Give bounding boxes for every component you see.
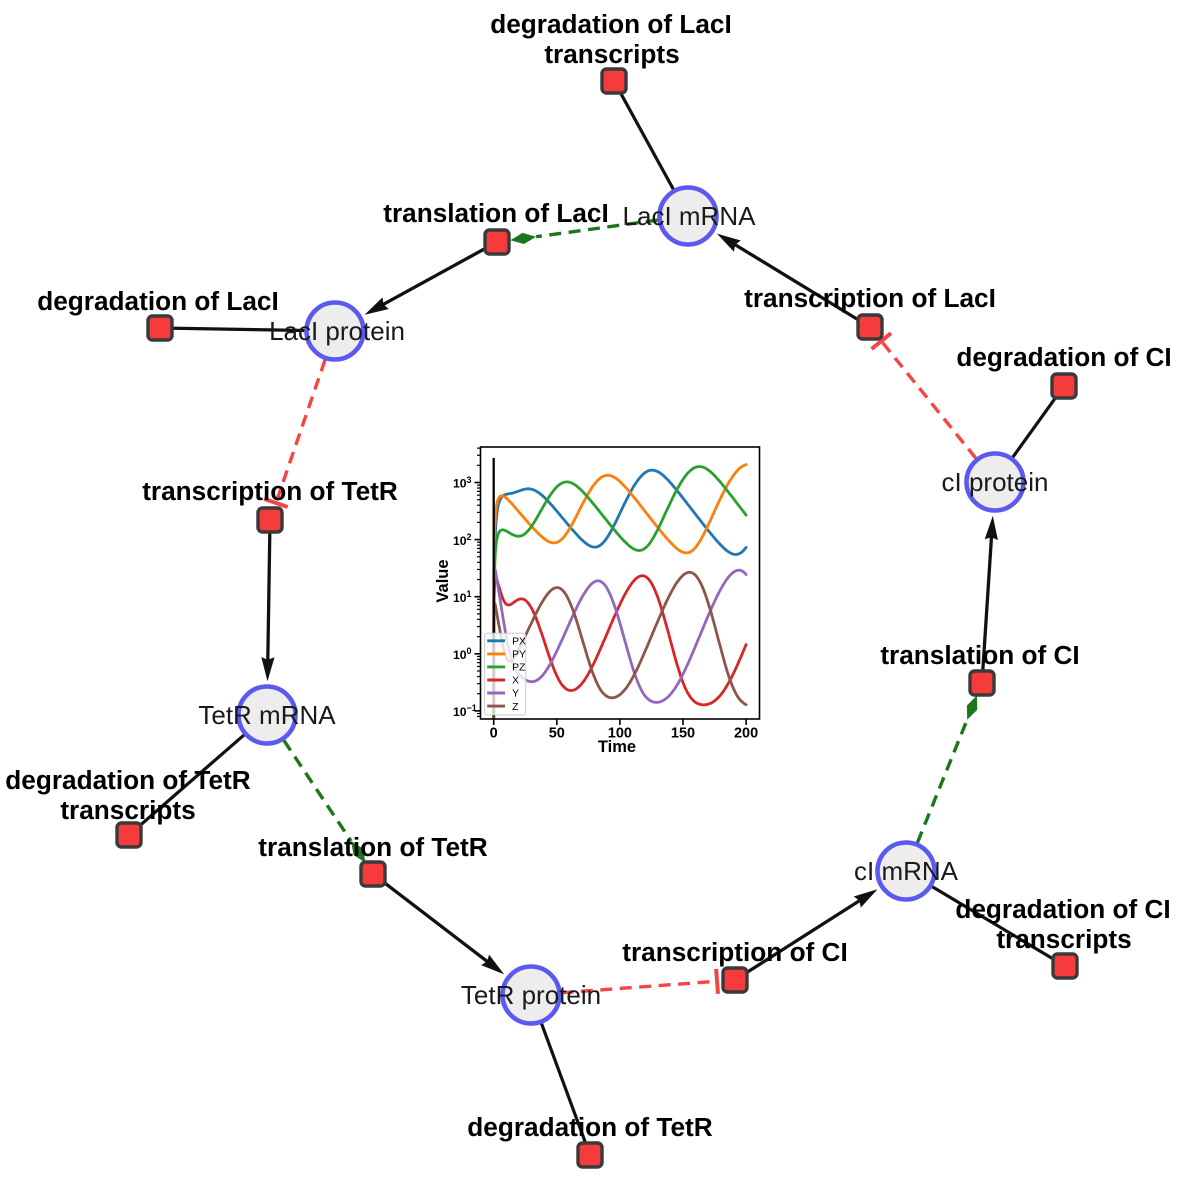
svg-text:cI mRNA: cI mRNA	[854, 856, 959, 886]
svg-text:translation of LacI: translation of LacI	[383, 198, 609, 228]
svg-text:Value: Value	[434, 559, 452, 602]
svg-text:TetR mRNA: TetR mRNA	[198, 700, 336, 730]
svg-text:2: 2	[467, 532, 472, 542]
svg-text:10: 10	[453, 534, 467, 548]
svg-text:transcripts: transcripts	[544, 39, 679, 69]
svg-text:degradation of LacI: degradation of LacI	[490, 9, 732, 39]
svg-text:10: 10	[453, 705, 467, 719]
svg-text:PZ: PZ	[512, 663, 526, 674]
svg-text:1: 1	[467, 589, 472, 599]
svg-text:Time: Time	[598, 738, 636, 756]
svg-text:150: 150	[671, 725, 695, 741]
svg-text:3: 3	[467, 475, 472, 485]
svg-text:transcripts: transcripts	[996, 924, 1131, 954]
svg-text:200: 200	[734, 725, 758, 741]
svg-text:degradation of LacI: degradation of LacI	[37, 286, 279, 316]
svg-text:0: 0	[467, 646, 472, 656]
svg-text:LacI protein: LacI protein	[269, 316, 405, 346]
svg-text:cI protein: cI protein	[942, 467, 1049, 497]
svg-text:transcription of LacI: transcription of LacI	[744, 283, 996, 313]
svg-text:10: 10	[453, 477, 467, 491]
svg-text:transcripts: transcripts	[60, 795, 195, 825]
svg-text:Y: Y	[512, 689, 519, 700]
svg-text:Z: Z	[512, 702, 519, 713]
svg-text:translation of TetR: translation of TetR	[258, 832, 487, 862]
svg-text:LacI mRNA: LacI mRNA	[623, 201, 757, 231]
svg-text:degradation of CI: degradation of CI	[956, 342, 1171, 372]
svg-text:PX: PX	[512, 637, 526, 648]
svg-text:X: X	[512, 676, 519, 687]
svg-text:PY: PY	[512, 650, 526, 661]
svg-text:transcription of CI: transcription of CI	[622, 937, 848, 967]
svg-text:TetR protein: TetR protein	[461, 980, 601, 1010]
svg-text:50: 50	[549, 725, 565, 741]
svg-text:10: 10	[453, 591, 467, 605]
svg-text:−1: −1	[467, 703, 477, 713]
svg-text:transcription of TetR: transcription of TetR	[142, 476, 398, 506]
svg-text:degradation of TetR: degradation of TetR	[467, 1112, 712, 1142]
svg-text:10: 10	[453, 648, 467, 662]
svg-text:translation of CI: translation of CI	[880, 640, 1079, 670]
svg-text:100: 100	[608, 725, 632, 741]
svg-text:degradation of TetR: degradation of TetR	[5, 765, 250, 795]
svg-text:degradation of CI: degradation of CI	[955, 894, 1170, 924]
svg-text:0: 0	[490, 725, 498, 741]
